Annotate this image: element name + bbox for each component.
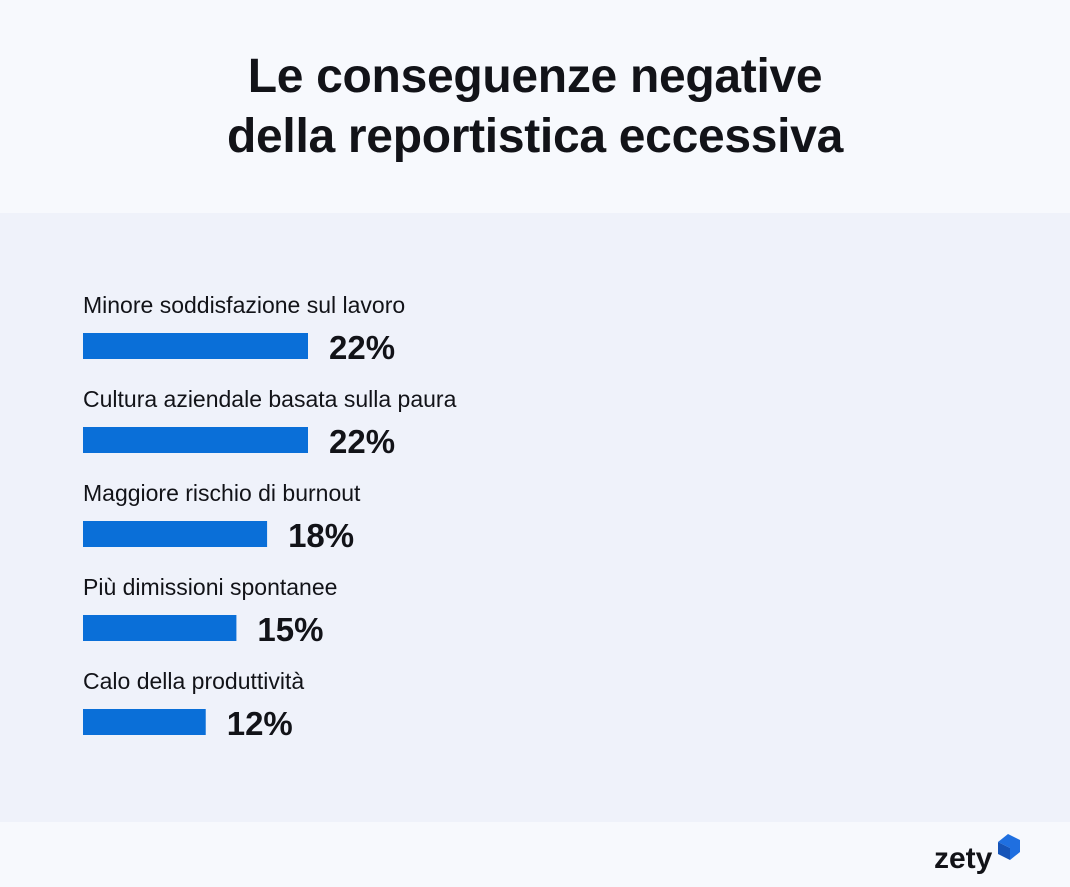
title-line-2: della reportistica eccessiva <box>227 109 843 163</box>
page-title: Le conseguenze negative della reportisti… <box>227 47 843 167</box>
bar-value-label: 18% <box>288 517 354 554</box>
bar <box>83 709 206 735</box>
logo-text: zety <box>934 842 993 875</box>
zety-logo: zety <box>934 834 1020 875</box>
bar-label: Minore soddisfazione sul lavoro <box>83 292 405 318</box>
bar <box>83 615 237 641</box>
bar-label: Calo della produttività <box>83 668 304 694</box>
bar-value-label: 22% <box>329 329 395 366</box>
logo-cube-icon <box>998 834 1020 860</box>
bar <box>83 521 268 547</box>
bar-label: Maggiore rischio di burnout <box>83 480 361 506</box>
header: Le conseguenze negative della reportisti… <box>0 0 1070 213</box>
bar <box>83 333 308 359</box>
bar-value-label: 12% <box>227 705 293 742</box>
title-line-1: Le conseguenze negative <box>247 49 823 103</box>
footer <box>0 822 1070 887</box>
bar <box>83 427 308 453</box>
bar-label: Cultura aziendale basata sulla paura <box>83 386 457 412</box>
chart-panel: Minore soddisfazione sul lavoro 22% Cultur… <box>0 213 1070 822</box>
bar-value-label: 15% <box>257 611 323 648</box>
bar-chart: Minore soddisfazione sul lavoro 22% Cultur… <box>83 292 457 742</box>
bar-value-label: 22% <box>329 423 395 460</box>
bar-label: Più dimissioni spontanee <box>83 574 337 600</box>
